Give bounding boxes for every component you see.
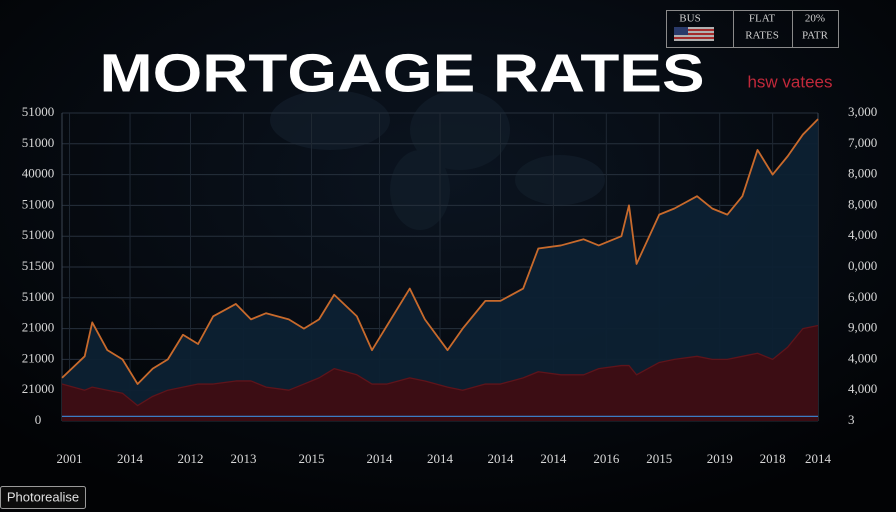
y-tick-label: 21000 — [22, 381, 55, 396]
plot-area — [61, 112, 819, 422]
x-tick-label: 2015 — [646, 451, 672, 466]
flag-icon — [674, 27, 714, 41]
series-area — [62, 119, 818, 421]
x-tick-label: 2013 — [230, 451, 256, 466]
x-tick-label: 2001 — [57, 451, 83, 466]
y2-tick-label: 4,000 — [848, 350, 877, 365]
x-tick-label: 2016 — [593, 451, 620, 466]
series-line — [61, 324, 819, 407]
x-tick-label: 2012 — [178, 451, 204, 466]
header-box-label: RATES — [745, 30, 779, 42]
x-tick-label: 2014 — [487, 451, 514, 466]
header-box-text: BUS FLAT RATES 20% PATR — [679, 13, 828, 42]
header-box-label: BUS — [679, 13, 700, 25]
x-tick-label: 2014 — [427, 451, 454, 466]
footer-button-label[interactable]: Photorealise — [7, 489, 79, 504]
chart-title: MORTGAGE RATES — [100, 43, 705, 103]
y-tick-label: 21000 — [22, 350, 55, 365]
y-tick-label: 0 — [35, 412, 42, 427]
x-tick-label: 2015 — [298, 451, 324, 466]
header-box-label: FLAT — [749, 13, 776, 25]
y-tick-label: 51000 — [22, 104, 55, 119]
series-line — [61, 118, 819, 385]
x-tick-label: 2014 — [805, 451, 832, 466]
y2-tick-label: 4,000 — [848, 381, 877, 396]
y-tick-label: 21000 — [22, 320, 55, 335]
header-box — [666, 10, 839, 48]
y-tick-label: 51000 — [22, 196, 55, 211]
y2-tick-label: 8,000 — [848, 166, 877, 181]
y2-tick-label: 6,000 — [848, 289, 877, 304]
world-map — [270, 90, 605, 230]
x-tick-label: 2014 — [117, 451, 144, 466]
x-tick-label: 2019 — [707, 451, 733, 466]
y-tick-label: 51000 — [22, 135, 55, 150]
y2-tick-label: 0,000 — [848, 258, 877, 273]
y-tick-label: 51000 — [22, 289, 55, 304]
y2-tick-label: 9,000 — [848, 320, 877, 335]
y2-tick-label: 3,000 — [848, 104, 877, 119]
y2-tick-label: 8,000 — [848, 196, 877, 211]
header-box-label: PATR — [802, 30, 829, 42]
x-tick-label: 2014 — [367, 451, 394, 466]
y2-tick-label: 3 — [848, 412, 855, 427]
y-tick-label: 40000 — [22, 166, 55, 181]
y2-tick-label: 7,000 — [848, 135, 877, 150]
y-tick-label: 51500 — [22, 258, 55, 273]
x-tick-label: 2014 — [540, 451, 567, 466]
footer-button[interactable] — [0, 486, 86, 509]
series-area — [62, 325, 818, 421]
header-box-frame — [666, 10, 839, 48]
y2-tick-label: 4,000 — [848, 227, 877, 242]
y-tick-label: 51000 — [22, 227, 55, 242]
brand: hsw vatees — [747, 72, 832, 91]
header-box-label: 20% — [805, 13, 825, 25]
x-tick-label: 2018 — [760, 451, 786, 466]
